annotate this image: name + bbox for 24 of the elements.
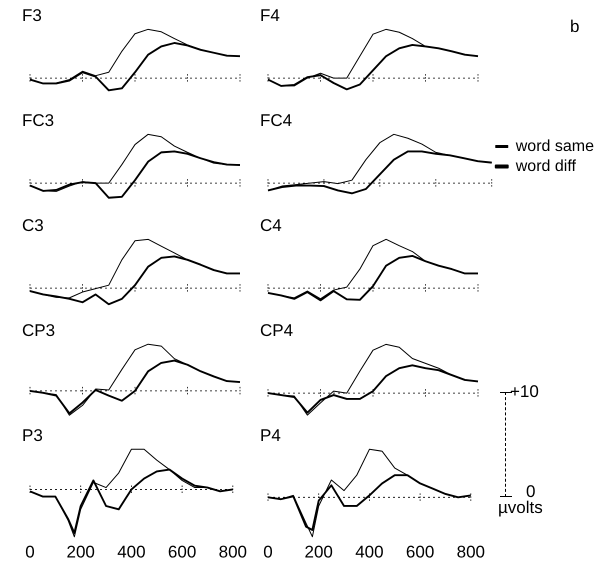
x-tick-label: 0: [263, 542, 273, 562]
text: b: [570, 17, 580, 36]
x-tick-label: 400: [355, 542, 384, 562]
x-tick-label: 200: [66, 542, 95, 562]
chart-title: FC4: [260, 110, 292, 130]
x-tick-label: 800: [456, 542, 486, 562]
chart-title: CP3: [22, 320, 56, 340]
chart-title: C4: [260, 216, 282, 235]
x-tick-label: 800: [218, 542, 248, 562]
chart-title: P3: [22, 426, 43, 445]
chart-title: FC3: [22, 110, 54, 130]
x-tick-label: 600: [168, 542, 196, 562]
x-tick-label: 400: [117, 542, 146, 562]
x-tick-label: 0: [25, 542, 35, 562]
legend-label: word same: [514, 138, 594, 155]
chart-title: F3: [22, 6, 42, 25]
chart-title: CP4: [260, 320, 294, 340]
legend-label: word diff: [514, 158, 576, 175]
chart-title: F4: [260, 6, 280, 25]
chart-title: P4: [260, 426, 281, 445]
chart-title: C3: [22, 216, 44, 235]
text: +10: [510, 382, 539, 402]
x-tick-label: 200: [304, 542, 333, 562]
x-tick-label: 600: [406, 542, 434, 562]
